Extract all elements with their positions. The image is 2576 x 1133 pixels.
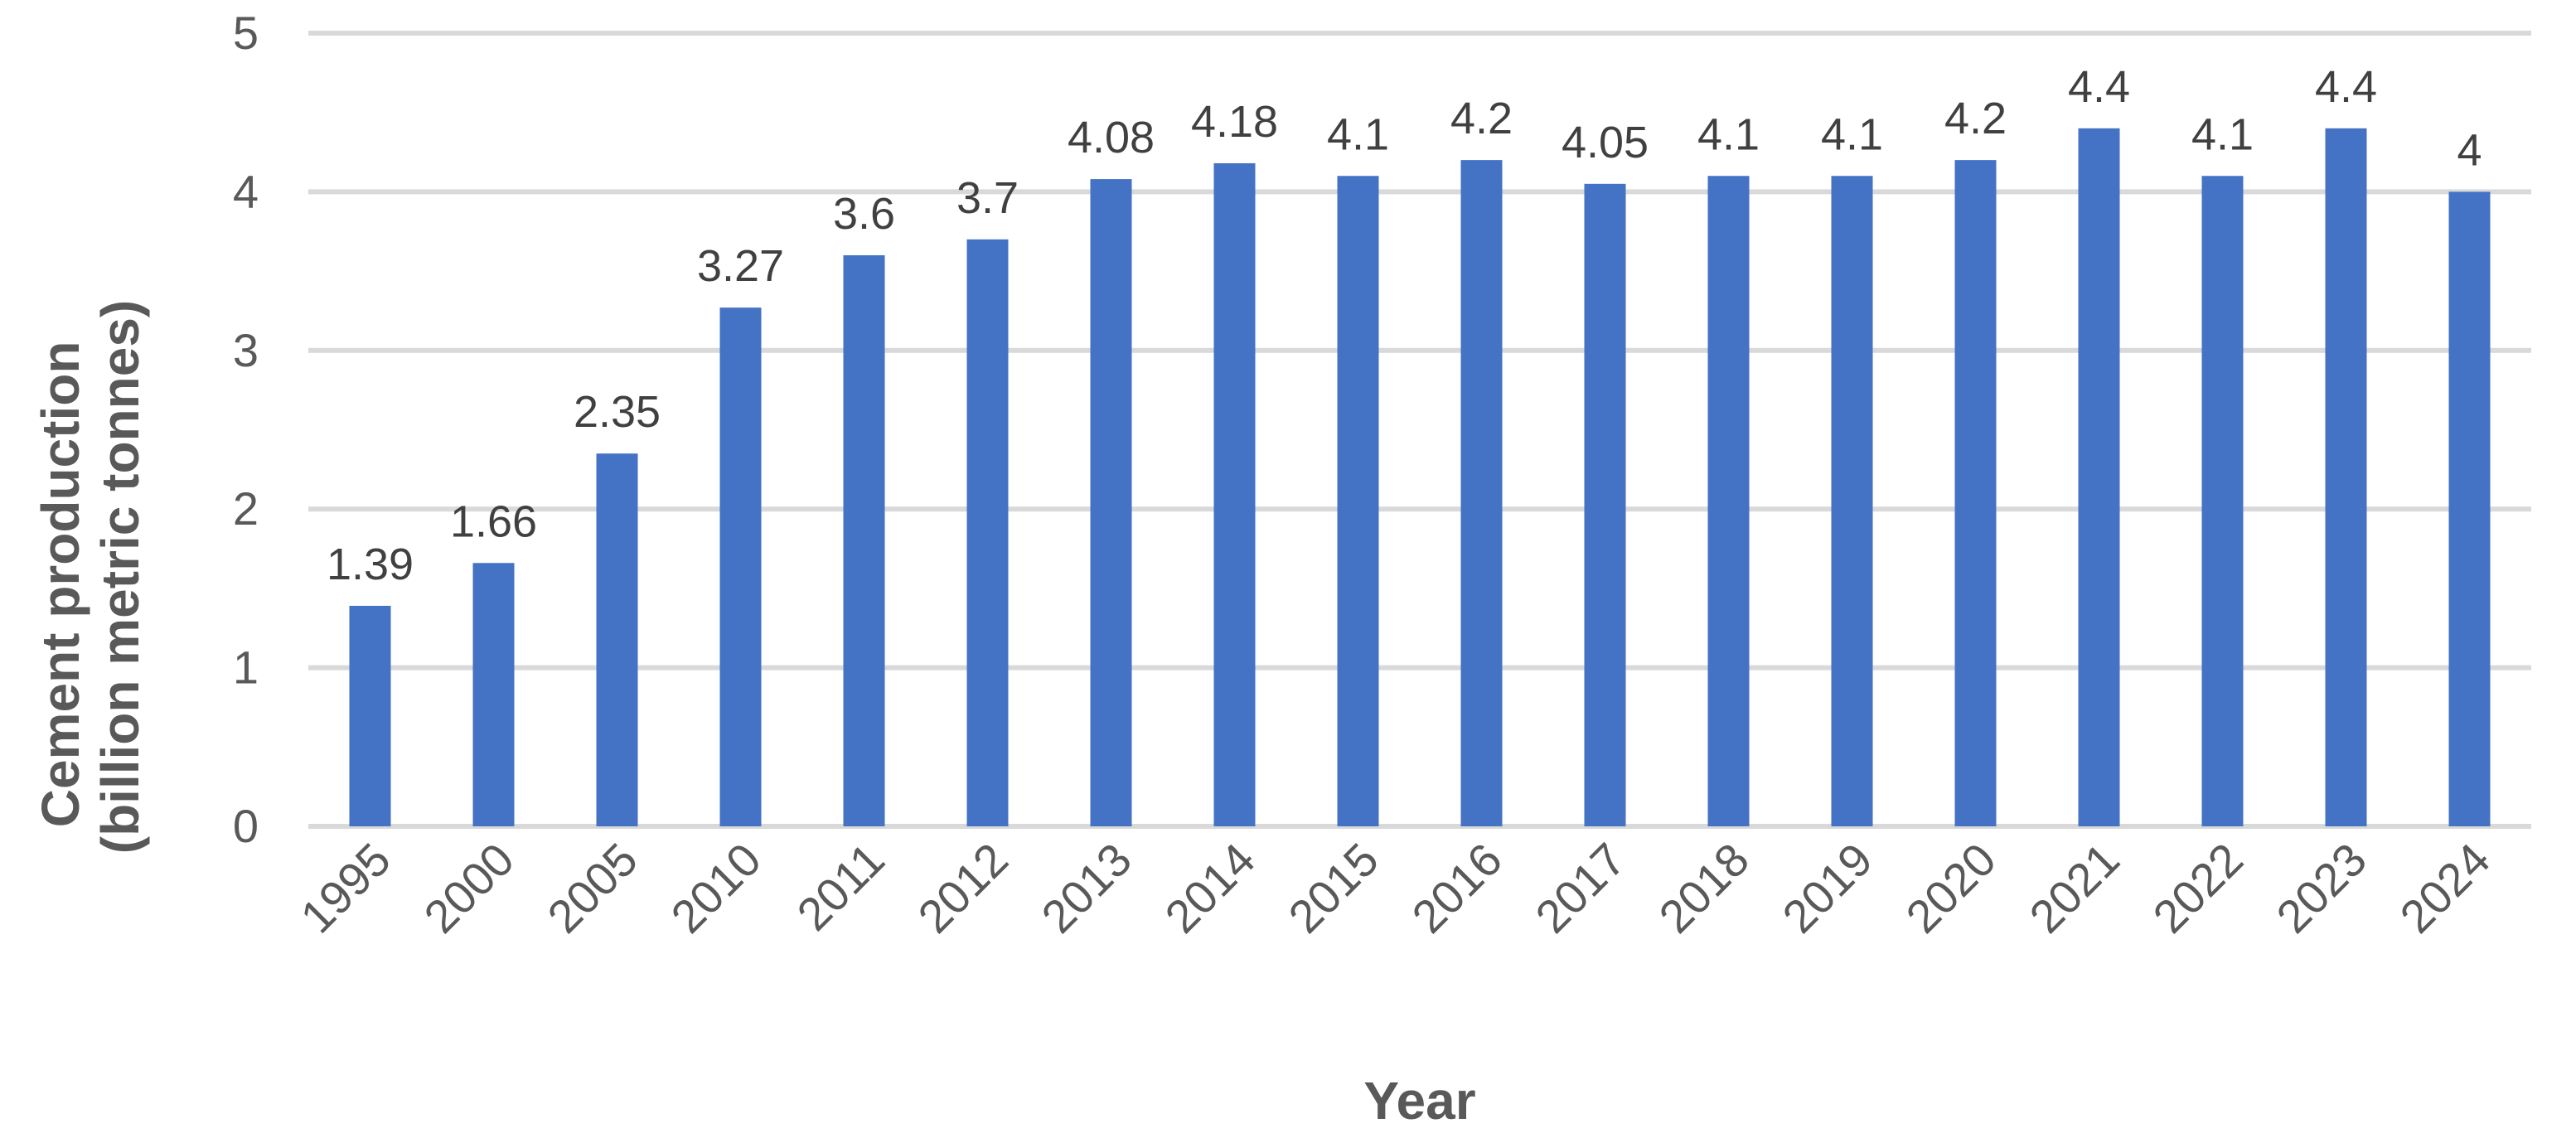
bar — [1584, 183, 1626, 826]
bar — [2325, 128, 2367, 827]
x-tick-label: 2005 — [537, 833, 647, 943]
data-label: 4.08 — [1068, 113, 1155, 162]
bar — [2448, 191, 2491, 826]
y-tick-label: 5 — [233, 7, 259, 59]
x-tick-label: 2023 — [2266, 833, 2376, 943]
data-label: 4.2 — [1944, 94, 2007, 143]
data-label: 4.05 — [1562, 118, 1649, 167]
data-label: 4.4 — [2315, 62, 2377, 112]
x-tick-label: 2014 — [1155, 833, 1265, 943]
x-tick-label: 2017 — [1525, 833, 1635, 943]
bar — [1090, 179, 1132, 826]
y-axis-title-line-1: Cement production — [31, 341, 90, 828]
data-label: 3.27 — [697, 241, 784, 291]
bar — [1954, 160, 1997, 826]
bar — [2201, 176, 2244, 826]
data-label: 4.18 — [1191, 97, 1278, 147]
bar — [1213, 162, 1256, 826]
bar — [1707, 176, 1750, 826]
bar — [1831, 176, 1873, 826]
x-tick-label: 2013 — [1031, 833, 1141, 943]
data-label: 1.39 — [327, 540, 414, 589]
data-label: 4.1 — [1821, 109, 1883, 159]
bar — [843, 254, 885, 827]
data-label: 4 — [2457, 125, 2482, 175]
x-tick-label: 2016 — [1402, 833, 1512, 943]
x-tick-label: 2018 — [1649, 833, 1759, 943]
data-label: 3.7 — [956, 173, 1019, 223]
bars — [349, 128, 2491, 827]
bar — [1460, 160, 1503, 826]
y-axis-tick-labels: 0 1 2 3 4 5 — [233, 7, 259, 852]
x-tick-label: 2015 — [1278, 833, 1388, 943]
data-labels: 1.39 1.66 2.35 3.27 3.6 3.7 4.08 4.18 4.1 4.2 4.05… — [327, 62, 2482, 589]
y-axis-title: Cement production (billion metric tonnes… — [31, 300, 150, 854]
bar — [719, 307, 762, 826]
x-tick-label: 2022 — [2143, 833, 2253, 943]
bar — [596, 453, 638, 826]
data-label: 4.2 — [1450, 94, 1513, 143]
bar — [472, 563, 515, 826]
gridlines — [308, 31, 2531, 829]
data-label: 3.6 — [833, 189, 895, 239]
x-tick-label: 2024 — [2390, 833, 2500, 943]
data-label: 4.1 — [1327, 109, 1389, 159]
x-axis-tick-labels: 1995 2000 2005 2010 2011 2012 2013 2014 2015 2016… — [290, 833, 2500, 943]
bar — [966, 239, 1009, 826]
x-tick-label: 1995 — [290, 833, 400, 943]
y-tick-label: 1 — [233, 642, 259, 694]
x-tick-label: 2000 — [414, 833, 524, 943]
y-tick-label: 0 — [233, 800, 259, 852]
y-tick-label: 4 — [233, 165, 259, 217]
bar — [1337, 176, 1379, 826]
x-tick-label: 2021 — [2019, 833, 2129, 943]
data-label: 4.4 — [2068, 62, 2130, 112]
y-tick-label: 3 — [233, 324, 259, 376]
x-tick-label: 2010 — [661, 833, 771, 943]
x-tick-label: 2019 — [1772, 833, 1882, 943]
data-label: 1.66 — [450, 496, 537, 546]
x-tick-label: 2020 — [1896, 833, 2006, 943]
bar — [2078, 128, 2120, 827]
data-label: 2.35 — [574, 387, 661, 437]
x-tick-label: 2012 — [908, 833, 1018, 943]
data-label: 4.1 — [1697, 109, 1760, 159]
x-axis-title: Year — [1363, 1071, 1475, 1131]
y-tick-label: 2 — [233, 482, 259, 535]
y-axis-title-line-2: (billion metric tonnes) — [90, 300, 150, 854]
x-tick-label: 2011 — [787, 833, 894, 941]
data-label: 4.1 — [2191, 109, 2254, 159]
bar — [349, 605, 391, 826]
